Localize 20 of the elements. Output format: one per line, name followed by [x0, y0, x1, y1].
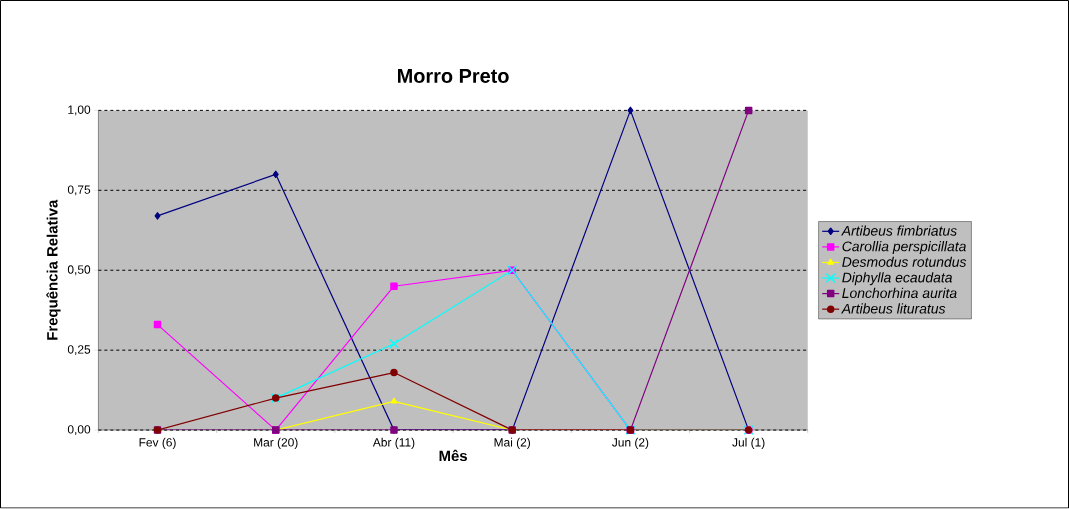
x-tick-label: Abr (11): [372, 438, 415, 450]
legend-label: Artibeus lituratus: [841, 303, 946, 314]
y-tick-label: 0,00: [67, 425, 91, 436]
x-tick-label: Mar (20): [254, 438, 298, 450]
x-axis-title: Mês: [439, 450, 467, 462]
chart-title: Morro Preto: [398, 69, 509, 84]
x-tick-label: Jun (2): [612, 438, 649, 450]
legend-label: Lonchorhina aurita: [842, 288, 957, 299]
y-tick-label: 0,75: [67, 185, 91, 196]
y-tick-label: 0,50: [67, 265, 91, 276]
x-tick-label: Fev (6): [139, 438, 176, 450]
x-tick-label: Jul (1): [732, 438, 765, 450]
y-tick-label: 0,25: [67, 345, 91, 356]
x-tick-label: Mai (2): [494, 438, 531, 450]
legend-label: Diphylla ecaudata: [842, 272, 953, 286]
legend-label: Desmodus rotundus: [842, 256, 967, 268]
y-tick-label: 1,00: [68, 105, 91, 116]
y-axis-title: Frequência Relativa: [46, 199, 61, 340]
legend-label: Carollia perspicillata: [842, 241, 966, 255]
legend-label: Artibeus fimbriatus: [841, 225, 957, 236]
